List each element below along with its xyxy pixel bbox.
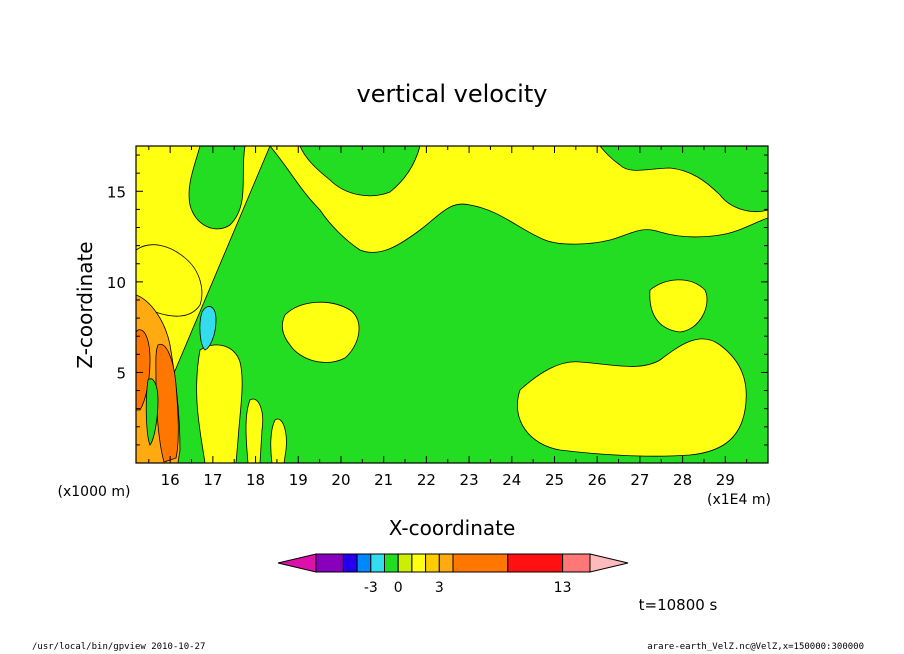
x-tick-label: 16 — [161, 471, 180, 489]
x-unit-left: (x1000 m) — [58, 484, 131, 500]
colorbar-swatch — [589, 553, 629, 573]
field-negative-cell — [145, 378, 159, 446]
x-tick-label: 25 — [545, 471, 564, 489]
colorbar-swatch — [384, 553, 399, 573]
colorbar-label: 0 — [394, 580, 403, 596]
colorbar-swatch — [315, 553, 344, 573]
chart-title: vertical velocity — [357, 80, 548, 108]
plot-frame — [135, 145, 769, 464]
x-tick-label: 19 — [289, 471, 308, 489]
y-axis-ticks: 5 10 15 — [107, 154, 768, 446]
colorbar-swatch — [507, 553, 564, 573]
colorbar-swatch — [277, 553, 317, 573]
field-positive-region — [196, 344, 243, 463]
colorbar-swatch — [562, 553, 591, 573]
field-positive-region — [281, 301, 360, 363]
field-negative-region — [188, 146, 246, 230]
colorbar: -3 0 3 13 — [277, 553, 629, 596]
field-positive-region — [517, 338, 747, 457]
y-tick-label: 15 — [107, 183, 126, 201]
colorbar-label: 13 — [554, 580, 572, 596]
x-tick-label: 27 — [630, 471, 649, 489]
field-positive-region — [270, 418, 287, 463]
field-positive-region — [136, 244, 203, 317]
x-tick-label: 22 — [417, 471, 436, 489]
x-unit-right: (x1E4 m) — [707, 492, 771, 508]
field-positive-region — [245, 398, 264, 463]
x-tick-label: 23 — [460, 471, 479, 489]
footer-left: /usr/local/bin/gpview 2010-10-27 — [32, 642, 206, 652]
x-axis-label: X-coordinate — [389, 516, 516, 540]
colorbar-swatch — [342, 553, 358, 573]
x-tick-label: 21 — [374, 471, 393, 489]
time-label: t=10800 s — [639, 596, 718, 614]
colorbar-label: -3 — [364, 580, 378, 596]
field-negative-region — [299, 146, 421, 197]
colorbar-swatch — [370, 553, 385, 573]
colorbar-swatch — [397, 553, 413, 573]
contour-field — [136, 146, 768, 463]
y-axis-label: Z-coordinate — [73, 241, 97, 368]
x-tick-label: 17 — [203, 471, 222, 489]
y-tick-label: 10 — [107, 274, 126, 292]
x-tick-label: 20 — [331, 471, 350, 489]
x-tick-label: 24 — [502, 471, 521, 489]
x-tick-label: 26 — [588, 471, 607, 489]
colorbar-label: 3 — [435, 580, 444, 596]
x-axis-ticks: 16 17 18 19 20 21 22 23 24 25 26 27 28 29 — [148, 146, 748, 489]
field-negative-region — [599, 146, 768, 212]
y-tick-label: 5 — [116, 364, 126, 382]
colorbar-swatch — [438, 553, 454, 573]
footer-right: arare-earth_VelZ.nc@VelZ,x=150000:300000 — [647, 642, 864, 652]
x-tick-label: 29 — [716, 471, 735, 489]
x-tick-label: 18 — [246, 471, 265, 489]
x-tick-label: 28 — [673, 471, 692, 489]
colorbar-swatch — [425, 553, 440, 573]
colorbar-swatch — [452, 553, 509, 573]
field-strong-positive-region — [155, 343, 179, 463]
field-negative-cell — [199, 306, 217, 351]
colorbar-swatch — [411, 553, 427, 573]
field-positive-region — [649, 279, 708, 333]
colorbar-swatch — [356, 553, 372, 573]
